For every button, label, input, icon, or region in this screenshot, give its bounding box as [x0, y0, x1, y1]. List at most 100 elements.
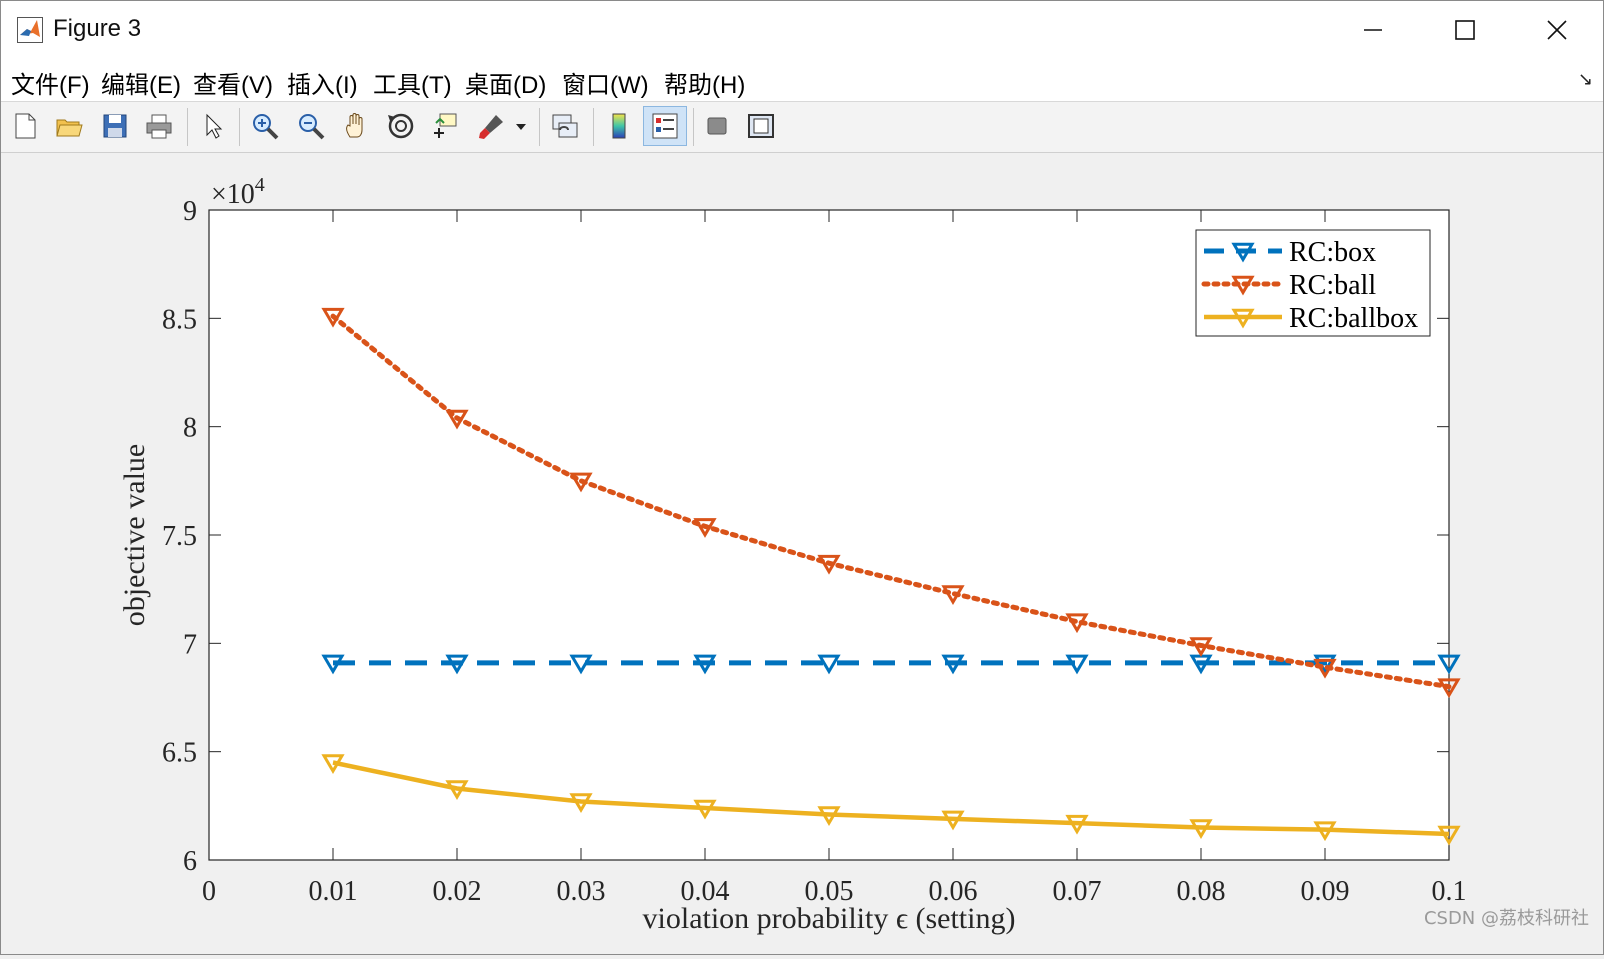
menu-desktop[interactable]: 桌面(D): [465, 72, 547, 99]
maximize-icon: [1455, 20, 1475, 40]
menu-edit[interactable]: 编辑(E): [101, 72, 181, 99]
data-point-marker: [693, 799, 717, 820]
data-point-marker: [445, 409, 469, 430]
brush-icon[interactable]: [473, 108, 509, 144]
minimize-icon: [1364, 29, 1382, 31]
data-point-marker: [817, 806, 841, 827]
y-tick-label: 6: [183, 846, 197, 877]
save-icon[interactable]: [97, 108, 133, 144]
series-2: [321, 307, 1461, 699]
y-tick-label: 8.5: [162, 304, 197, 335]
maximize-button[interactable]: [1419, 1, 1511, 59]
zoom-out-icon[interactable]: [293, 108, 329, 144]
y-tick-label: 7.5: [162, 521, 197, 552]
legend-label: RC:box: [1289, 237, 1376, 268]
close-button[interactable]: [1511, 1, 1603, 59]
watermark: CSDN @荔枝科研社: [1424, 908, 1589, 929]
x-tick-label: 0.03: [557, 876, 606, 907]
data-point-marker: [569, 793, 593, 814]
data-point-marker: [941, 654, 965, 675]
data-point-marker: [941, 810, 965, 831]
data-point-marker: [1437, 678, 1461, 699]
x-tick-label: 0.05: [805, 876, 854, 907]
x-tick-label: 0.01: [309, 876, 358, 907]
menu-insert[interactable]: 插入(I): [287, 72, 358, 99]
data-point-marker: [1065, 613, 1089, 634]
brush-dropdown-icon[interactable]: [511, 108, 531, 144]
data-point-marker: [941, 585, 965, 606]
axes-box: [208, 209, 1450, 861]
close-icon: [1547, 20, 1567, 40]
x-tick-label: 0.09: [1301, 876, 1350, 907]
matlab-app-icon: [17, 17, 43, 43]
legend-label: RC:ballbox: [1289, 303, 1418, 334]
x-tick-label: 0: [202, 876, 216, 907]
minimize-button[interactable]: [1327, 1, 1419, 59]
data-point-marker: [1189, 819, 1213, 840]
data-point-marker: [693, 654, 717, 675]
rotate-3d-icon[interactable]: [383, 108, 419, 144]
data-point-marker: [693, 518, 717, 538]
pan-hand-icon[interactable]: [339, 108, 375, 144]
series-3: [321, 754, 1461, 846]
data-point-marker: [1065, 654, 1089, 675]
legend-label: RC:ball: [1289, 270, 1376, 301]
data-point-marker: [1065, 814, 1089, 835]
hide-plot-tools-icon[interactable]: [699, 108, 735, 144]
data-point-marker: [1313, 821, 1337, 842]
zoom-in-icon[interactable]: [247, 108, 283, 144]
legend-marker: [1231, 308, 1255, 329]
data-point-marker: [1437, 825, 1461, 846]
link-plot-icon[interactable]: [547, 108, 583, 144]
line-chart[interactable]: 0 0.01 0.02 0.03 0.04 0.05 0.06 0.07 0.08 0.09 0.1…: [1, 153, 1603, 954]
x-tick-label: 0.07: [1053, 876, 1102, 907]
window-title: Figure 3: [53, 15, 142, 42]
figure-canvas: 0 0.01 0.02 0.03 0.04 0.05 0.06 0.07 0.08 0.09 0.1…: [1, 153, 1603, 954]
legend-entry: RC:box: [1204, 237, 1376, 268]
y-axis-label: objective value: [118, 444, 151, 626]
data-point-marker: [321, 754, 345, 775]
series-line: [332, 760, 1450, 837]
legend-entry: RC:ballbox: [1204, 303, 1418, 334]
x-tick-label: 0.02: [433, 876, 482, 907]
colorbar-icon[interactable]: [601, 108, 637, 144]
data-cursor-icon[interactable]: [427, 108, 463, 144]
data-point-marker: [817, 554, 841, 575]
dock-arrow-icon[interactable]: ↘: [1577, 69, 1593, 89]
data-point-marker: [1189, 637, 1213, 658]
open-file-icon[interactable]: [51, 108, 87, 144]
x-tick-label: 0.06: [929, 876, 978, 907]
pointer-icon[interactable]: [195, 108, 231, 144]
data-point-marker: [569, 654, 593, 675]
data-point-marker: [569, 472, 593, 493]
menu-help[interactable]: 帮助(H): [664, 72, 746, 99]
legend-marker: [1231, 275, 1255, 296]
legend-marker: [1231, 242, 1255, 263]
show-plot-tools-icon[interactable]: [743, 108, 779, 144]
data-point-marker: [445, 654, 469, 675]
print-icon[interactable]: [141, 108, 177, 144]
menu-view[interactable]: 查看(V): [193, 72, 273, 99]
y-tick-label: 6.5: [162, 738, 197, 769]
x-tick-label: 0.04: [681, 876, 730, 907]
menu-bar: 文件(F) 编辑(E) 查看(V) 插入(I) 工具(T) 桌面(D) 窗口(W…: [1, 59, 1603, 102]
data-point-marker: [1313, 654, 1337, 675]
y-tick-label: 8: [183, 413, 197, 444]
y-tick-label: 9: [183, 196, 197, 227]
data-point-marker: [1313, 658, 1337, 679]
data-point-marker: [321, 654, 345, 675]
figure-toolbar: [1, 102, 1603, 153]
menu-file[interactable]: 文件(F): [11, 72, 90, 99]
series-line: [330, 313, 1452, 690]
x-axis-label: violation probability ϵ (setting): [643, 902, 1016, 935]
data-point-marker: [445, 780, 469, 801]
new-figure-icon[interactable]: [7, 108, 43, 144]
menu-tools[interactable]: 工具(T): [373, 72, 452, 99]
x-tick-label: 0.1: [1432, 876, 1467, 907]
legend-icon[interactable]: [643, 106, 687, 146]
data-point-marker: [1437, 654, 1461, 675]
menu-window[interactable]: 窗口(W): [562, 72, 649, 99]
x-tick-label: 0.08: [1177, 876, 1226, 907]
